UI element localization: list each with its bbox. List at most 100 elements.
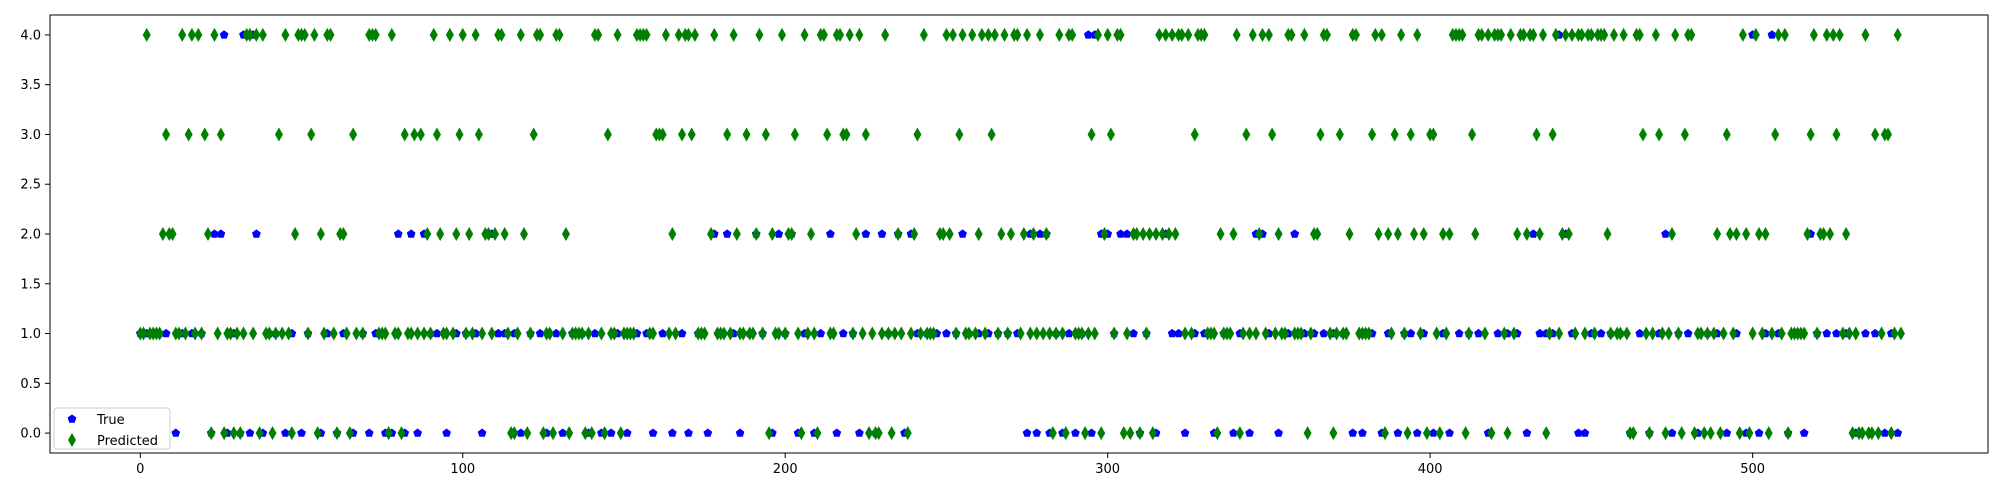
true-point	[297, 428, 306, 437]
predicted-point	[610, 326, 619, 341]
predicted-point	[397, 426, 406, 441]
predicted-point	[1445, 227, 1454, 241]
predicted-point	[1161, 27, 1170, 42]
predicted-point	[181, 326, 190, 341]
predicted-point	[474, 127, 483, 142]
predicted-point	[1887, 426, 1896, 441]
predicted-point	[1809, 27, 1818, 42]
true-point	[1071, 428, 1080, 437]
predicted-point	[1135, 426, 1144, 441]
predicted-point	[558, 326, 567, 341]
predicted-point	[1645, 426, 1654, 441]
predicted-point	[1210, 326, 1219, 341]
predicted-point	[1667, 227, 1676, 241]
predicted-point	[1784, 426, 1793, 441]
predicted-point	[1780, 27, 1789, 42]
predicted-point	[1658, 326, 1667, 341]
predicted-point	[1003, 326, 1012, 341]
predicted-point	[1106, 127, 1115, 142]
predicted-point	[384, 426, 393, 441]
predicted-point	[748, 326, 757, 341]
true-point	[590, 328, 600, 338]
predicted-point	[1542, 426, 1551, 441]
predicted-point	[1158, 227, 1167, 241]
predicted-point	[803, 326, 812, 341]
predicted-point	[777, 27, 786, 42]
predicted-point	[1142, 326, 1151, 341]
predicted-point	[329, 326, 338, 341]
true-point	[735, 428, 745, 437]
true-point	[245, 428, 255, 437]
predicted-point	[1655, 127, 1664, 142]
predicted-point	[1329, 426, 1338, 441]
true-point	[1754, 428, 1764, 437]
predicted-point	[1155, 27, 1164, 42]
predicted-point	[987, 127, 996, 142]
predicted-point	[1590, 326, 1599, 341]
true-point	[1635, 328, 1645, 338]
true-point	[432, 328, 442, 338]
predicted-point	[887, 426, 896, 441]
predicted-point	[1603, 227, 1612, 241]
predicted-point	[965, 326, 974, 341]
predicted-point	[158, 227, 167, 241]
predicted-point	[1829, 27, 1838, 42]
true-point	[1799, 428, 1809, 437]
predicted-point	[671, 326, 680, 341]
true-series	[135, 30, 1903, 437]
predicted-point	[1390, 127, 1399, 142]
predicted-point	[226, 326, 235, 341]
predicted-point	[674, 27, 683, 42]
predicted-point	[732, 227, 741, 241]
predicted-point	[755, 27, 764, 42]
predicted-point	[1184, 27, 1193, 42]
predicted-point	[1351, 27, 1360, 42]
predicted-point	[268, 426, 277, 441]
true-point	[393, 229, 403, 238]
predicted-point	[790, 127, 799, 142]
predicted-point	[665, 326, 674, 341]
predicted-point	[204, 227, 213, 241]
predicted-point	[858, 326, 867, 341]
predicted-point	[287, 426, 296, 441]
true-point	[774, 229, 784, 238]
predicted-point	[1629, 426, 1638, 441]
predicted-point	[520, 227, 529, 241]
predicted-point	[452, 227, 461, 241]
predicted-point	[1564, 227, 1573, 241]
predicted-point	[1471, 227, 1480, 241]
predicted-point	[1345, 227, 1354, 241]
predicted-point	[739, 326, 748, 341]
predicted-point	[284, 326, 293, 341]
predicted-point	[271, 326, 280, 341]
predicted-point	[781, 326, 790, 341]
predicted-point	[884, 326, 893, 341]
true-point	[171, 428, 181, 437]
true-point	[1229, 428, 1238, 437]
predicted-point	[1442, 326, 1451, 341]
predicted-point	[1571, 326, 1580, 341]
true-point	[1122, 229, 1132, 238]
predicted-point	[1374, 227, 1383, 241]
predicted-point	[1480, 326, 1489, 341]
predicted-point	[945, 227, 954, 241]
true-point	[413, 428, 422, 437]
predicted-point	[1035, 27, 1044, 42]
predicted-point	[207, 426, 216, 441]
predicted-point	[1397, 27, 1406, 42]
predicted-point	[394, 326, 403, 341]
y-axis: 0.0 0.5 1.0 1.5 2.0 2.5 3.0 3.5 4.0	[20, 28, 50, 442]
true-point	[1767, 30, 1777, 39]
true-point	[855, 428, 864, 437]
predicted-point	[1664, 326, 1673, 341]
true-point	[1116, 229, 1125, 238]
predicted-point	[1168, 27, 1177, 42]
predicted-point	[1239, 326, 1248, 341]
predicted-point	[1661, 426, 1670, 441]
predicted-point	[1055, 27, 1064, 42]
predicted-point	[1871, 127, 1880, 142]
true-point	[1893, 428, 1903, 437]
predicted-point	[142, 27, 151, 42]
true-point	[551, 328, 561, 338]
predicted-point	[1100, 227, 1109, 241]
